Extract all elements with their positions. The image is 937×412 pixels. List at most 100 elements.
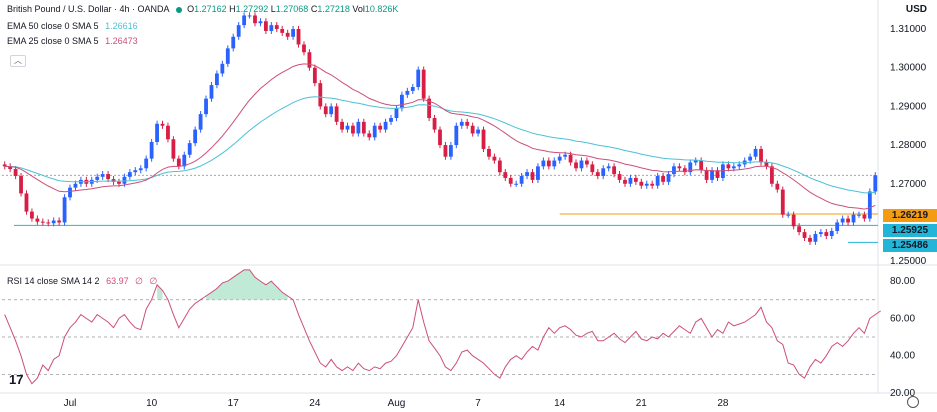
price-tick-label: 1.27000 (890, 179, 927, 190)
candle-body (802, 232, 807, 238)
candle-body (438, 129, 442, 146)
candle-body (138, 168, 143, 171)
rsi-legend[interactable]: RSI 14 close SMA 14 2 63.97 ∅ ∅ (7, 276, 157, 287)
candle-body (846, 218, 850, 223)
rsi-tick-label: 80.00 (890, 276, 915, 287)
candle-body (726, 164, 731, 169)
candle-body (24, 193, 29, 212)
candle-body (623, 179, 627, 184)
candle-body (329, 106, 334, 115)
candle-body (530, 172, 535, 180)
time-tick-label[interactable]: 21 (636, 398, 648, 409)
candle-body (340, 121, 344, 130)
candle-body (715, 170, 720, 178)
ema50-legend[interactable]: EMA 50 close 0 SMA 5 1.26616 (7, 21, 138, 32)
candle-body (617, 174, 622, 180)
candle-body (829, 230, 834, 236)
candle-body (813, 234, 818, 242)
rsi-legend-extra-1: ∅ (135, 276, 143, 286)
time-tick-label[interactable]: 7 (475, 398, 481, 409)
candle-body (73, 183, 78, 188)
candle-body (791, 214, 796, 227)
collapse-legend-button[interactable]: ︿ (10, 55, 26, 67)
candle-body (824, 232, 829, 236)
candle-body (367, 133, 372, 138)
high-label: H (229, 4, 236, 14)
candle-body (258, 21, 263, 24)
candle-body (318, 83, 323, 107)
candle-body (786, 214, 791, 216)
candle-body (731, 166, 736, 169)
candle-body (857, 214, 861, 216)
candle-body (775, 183, 780, 190)
candle-body (465, 121, 470, 126)
time-tick-label[interactable]: 28 (717, 398, 729, 409)
time-tick-label[interactable]: 17 (228, 398, 240, 409)
candle-body (753, 148, 758, 157)
candle-body (171, 139, 176, 159)
candle-body (808, 237, 812, 242)
market-status-dot-icon (175, 6, 182, 13)
candle-body (421, 69, 426, 99)
rsi-legend-name: RSI 14 close SMA 14 2 (7, 276, 100, 286)
candle-body (476, 129, 480, 134)
time-tick-label[interactable]: 14 (554, 398, 566, 409)
candle-body (13, 169, 18, 177)
candle-body (176, 158, 181, 167)
candle-body (764, 162, 769, 167)
candle-body (557, 156, 562, 161)
chart-title-row: British Pound / U.S. Dollar · 4h · OANDA… (7, 4, 398, 15)
candle-body (546, 160, 551, 167)
candle-body (296, 29, 301, 45)
price-tick-label: 1.28000 (890, 140, 927, 151)
currency-label[interactable]: USD (905, 4, 927, 15)
candle-body (122, 176, 127, 184)
candle-body (307, 52, 312, 68)
candle-body (225, 48, 230, 64)
candle-body (650, 183, 655, 186)
candle-body (574, 162, 578, 169)
candle-body (345, 125, 350, 130)
candle-body (470, 125, 475, 134)
low-label: L (270, 4, 276, 14)
candle-body (541, 160, 546, 167)
candle-body (160, 123, 165, 126)
candle-body (633, 177, 638, 182)
time-tick-label[interactable]: 24 (309, 398, 321, 409)
candle-body (780, 189, 785, 215)
candle-body (19, 176, 23, 194)
candle-body (661, 176, 665, 182)
candle-body (57, 220, 62, 223)
time-tick-label[interactable]: Aug (388, 398, 406, 409)
candle-body (236, 25, 241, 37)
volume-label: Vol (352, 4, 365, 14)
candle-body (231, 36, 236, 49)
candle-body (514, 183, 519, 185)
ema25-legend[interactable]: EMA 25 close 0 SMA 5 1.26473 (7, 36, 138, 47)
tradingview-logo[interactable]: 17 (9, 372, 24, 387)
price-tick-label: 1.30000 (890, 63, 927, 74)
candle-body (644, 183, 649, 186)
candle-body (432, 117, 437, 130)
candle-body (862, 214, 867, 219)
candle-body (111, 179, 116, 182)
candle-body (590, 164, 595, 173)
candle-body (503, 172, 508, 178)
ema25-legend-value: 1.26473 (105, 36, 138, 46)
time-tick-label[interactable]: Jul (64, 398, 77, 409)
candle-body (873, 175, 878, 192)
candle-body (155, 123, 159, 142)
ema50-legend-value: 1.26616 (105, 21, 138, 31)
price-tick-label: 1.25000 (890, 256, 927, 267)
close-label: C (310, 4, 318, 14)
candle-body (416, 69, 421, 88)
candle-body (579, 160, 584, 169)
gear-icon[interactable] (907, 396, 919, 408)
candle-body (100, 174, 105, 177)
rsi-tick-label: 40.00 (890, 351, 915, 362)
candle-body (51, 220, 56, 224)
candle-body (215, 73, 219, 86)
time-tick-label[interactable]: 10 (146, 398, 158, 409)
